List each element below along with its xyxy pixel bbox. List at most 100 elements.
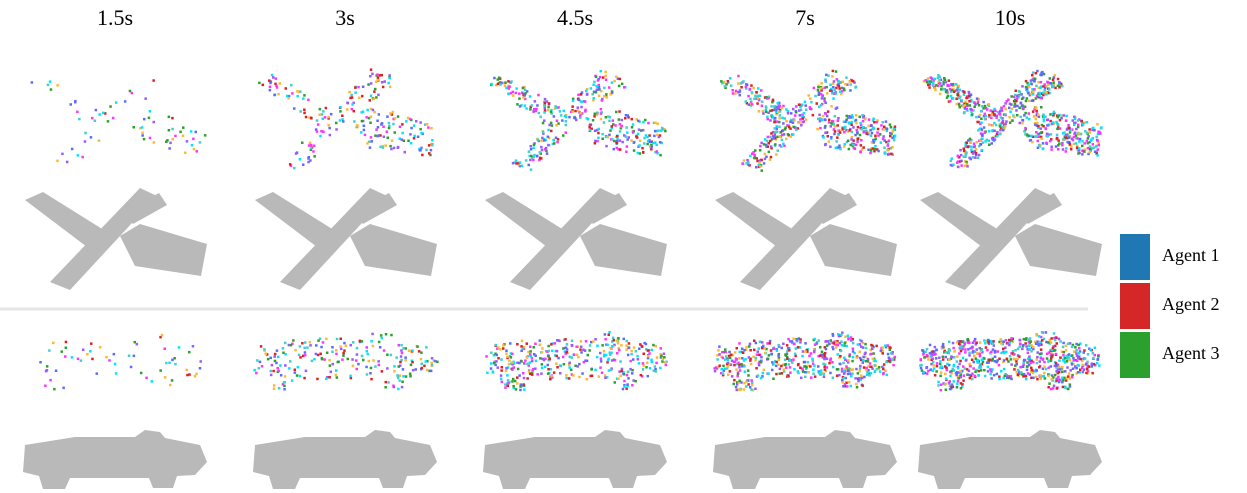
point: [506, 356, 509, 359]
point: [1059, 119, 1062, 122]
point: [860, 139, 863, 142]
point: [611, 359, 614, 362]
point: [1048, 351, 1051, 354]
point: [975, 342, 978, 345]
point: [809, 97, 812, 100]
point: [275, 362, 278, 365]
point: [192, 345, 195, 348]
point: [843, 87, 846, 90]
point: [1058, 359, 1061, 362]
point: [362, 359, 365, 362]
point: [568, 366, 571, 369]
point: [553, 371, 556, 374]
point: [832, 70, 835, 73]
point: [628, 342, 631, 345]
point: [1084, 357, 1087, 360]
point: [966, 373, 969, 376]
point: [339, 106, 342, 109]
point: [821, 97, 824, 100]
point: [565, 131, 568, 134]
point: [608, 334, 611, 337]
point: [735, 386, 738, 389]
point: [787, 112, 790, 115]
point: [397, 388, 400, 391]
point: [1010, 378, 1013, 381]
point: [968, 157, 971, 160]
point: [594, 142, 597, 145]
point: [1067, 124, 1070, 127]
point: [335, 128, 338, 131]
point: [370, 340, 373, 343]
point: [934, 374, 937, 377]
point: [1000, 116, 1003, 119]
point: [874, 135, 877, 138]
point: [350, 344, 353, 347]
point: [501, 381, 504, 384]
point: [398, 365, 401, 368]
point: [593, 115, 596, 118]
point: [316, 119, 319, 122]
point: [361, 120, 364, 123]
point: [798, 103, 801, 106]
point: [867, 358, 870, 361]
point: [565, 124, 568, 127]
point: [611, 345, 614, 348]
point: [1056, 387, 1059, 390]
point: [1062, 342, 1065, 345]
point: [204, 134, 207, 137]
point: [393, 370, 396, 373]
point: [987, 366, 990, 369]
point: [971, 113, 974, 116]
point: [530, 145, 533, 148]
point: [824, 112, 827, 115]
point: [283, 385, 286, 388]
point: [835, 346, 838, 349]
point: [339, 345, 342, 348]
point: [1066, 141, 1069, 144]
point: [843, 372, 846, 375]
point: [983, 126, 986, 129]
point: [638, 144, 641, 147]
point: [761, 101, 764, 104]
point: [642, 121, 645, 124]
point: [529, 108, 532, 111]
point: [364, 134, 367, 137]
point: [1078, 147, 1081, 150]
point: [557, 106, 560, 109]
point: [974, 338, 977, 341]
point: [1001, 109, 1004, 112]
point: [268, 79, 271, 82]
point: [817, 365, 820, 368]
point: [269, 86, 272, 89]
point: [862, 346, 865, 349]
point: [1079, 138, 1082, 141]
point: [601, 372, 604, 375]
point: [61, 350, 64, 353]
point: [837, 117, 840, 120]
point: [771, 109, 774, 112]
point: [836, 136, 839, 139]
point: [290, 344, 293, 347]
point: [888, 346, 891, 349]
point: [728, 351, 731, 354]
point: [739, 94, 742, 97]
point: [751, 382, 754, 385]
point: [585, 340, 588, 343]
point: [405, 120, 408, 123]
point: [574, 110, 577, 113]
point: [635, 350, 638, 353]
point: [952, 97, 955, 100]
point: [753, 154, 756, 157]
point: [772, 137, 775, 140]
point: [64, 355, 67, 358]
point: [828, 362, 831, 365]
point: [532, 147, 535, 150]
point: [745, 385, 748, 388]
point: [992, 340, 995, 343]
point: [837, 333, 840, 336]
point: [1010, 95, 1013, 98]
point: [304, 354, 307, 357]
point: [573, 354, 576, 357]
point: [355, 359, 358, 362]
point: [763, 143, 766, 146]
